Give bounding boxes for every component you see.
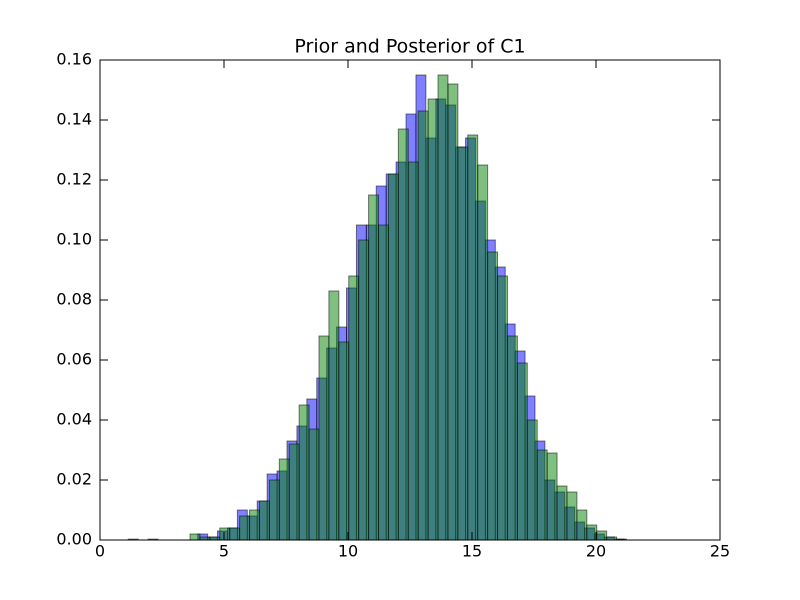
- y-tick-label: 0.10: [56, 230, 92, 249]
- histogram-bar: [477, 164, 489, 541]
- histogram-bar: [278, 458, 290, 541]
- histogram-bar: [387, 173, 399, 541]
- histogram-bar: [546, 452, 558, 541]
- x-tick-label: 20: [586, 542, 606, 561]
- histogram-bar: [556, 485, 568, 541]
- histogram-bar: [288, 443, 300, 541]
- histogram-bar: [348, 275, 360, 541]
- histogram-bar: [407, 161, 419, 541]
- y-tick-label: 0.16: [56, 50, 92, 69]
- y-tick-label: 0.06: [56, 350, 92, 369]
- x-tick-label: 25: [710, 542, 730, 561]
- y-tick-label: 0.00: [56, 530, 92, 549]
- y-tick-label: 0.12: [56, 170, 92, 189]
- histogram-bar: [239, 515, 251, 541]
- x-tick-label: 5: [219, 542, 229, 561]
- histogram-bar: [298, 404, 310, 541]
- histogram-bar: [576, 509, 588, 541]
- histogram-bar: [516, 362, 528, 541]
- x-tick-label: 0: [95, 542, 105, 561]
- y-tick-label: 0.02: [56, 470, 92, 489]
- histogram-bar: [596, 530, 608, 541]
- y-tick-label: 0.08: [56, 290, 92, 309]
- histogram-bar: [249, 509, 260, 541]
- histogram-bar: [378, 224, 389, 541]
- histogram-bar: [258, 500, 270, 541]
- y-tick-label: 0.14: [56, 110, 92, 129]
- histogram-bar: [219, 527, 231, 541]
- histogram-bar: [328, 290, 340, 541]
- histogram-bar: [397, 128, 409, 541]
- histogram-bar: [526, 419, 538, 541]
- histogram-bar: [506, 335, 518, 541]
- histogram-bar: [308, 428, 320, 541]
- histogram-bar: [368, 194, 380, 541]
- histogram-bar: [536, 449, 548, 541]
- histogram-bar: [586, 524, 598, 541]
- chart-title: Prior and Posterior of C1: [294, 36, 525, 58]
- histogram-bar: [268, 479, 280, 541]
- histogram-bar: [447, 83, 459, 541]
- histogram-bar: [358, 239, 370, 541]
- histogram-bar: [427, 98, 439, 541]
- x-tick-label: 15: [462, 542, 482, 561]
- histogram-bar: [338, 341, 350, 541]
- histogram-bar: [437, 74, 449, 541]
- histogram-bar: [487, 251, 499, 541]
- histogram-bar: [189, 533, 201, 541]
- histogram-bar: [467, 134, 479, 541]
- histogram-bar: [417, 110, 429, 541]
- histogram-bar: [229, 527, 241, 541]
- y-tick-label: 0.04: [56, 410, 92, 429]
- histogram-bar: [566, 491, 578, 541]
- x-tick-label: 10: [338, 542, 358, 561]
- histogram-bar: [497, 275, 508, 541]
- histogram-bar: [457, 146, 469, 541]
- histogram-bar: [318, 335, 330, 541]
